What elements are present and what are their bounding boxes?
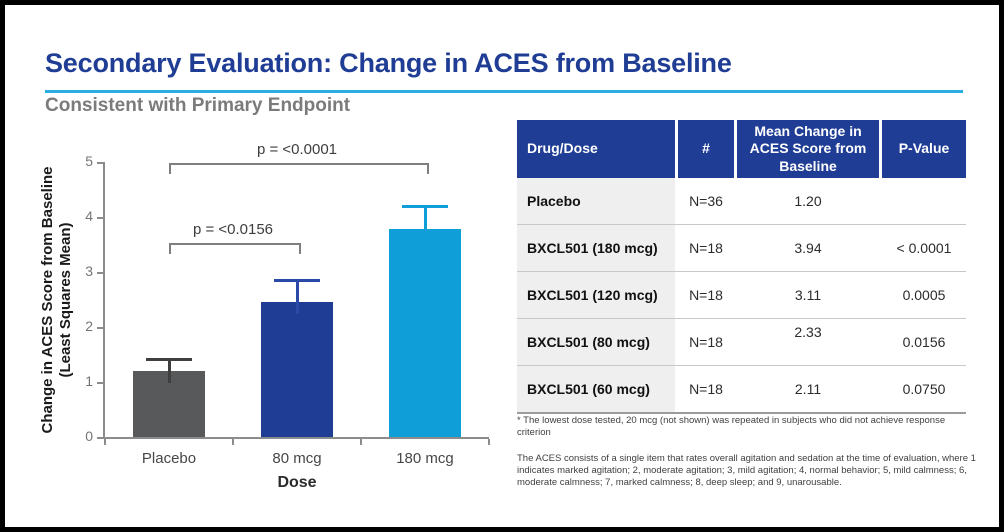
error-bar-line-placebo xyxy=(167,358,171,383)
error-bar-line-80-mcg xyxy=(295,279,299,315)
cell-drug-dose: BXCL501 (60 mcg) xyxy=(517,366,675,412)
error-bar-cap-180-mcg xyxy=(402,204,448,208)
page-title: Secondary Evaluation: Change in ACES fro… xyxy=(45,48,732,78)
y-tick-label: 1 xyxy=(85,373,93,389)
cell-p-value: 0.0750 xyxy=(902,381,946,397)
y-axis-tick xyxy=(97,437,105,439)
table-header-cell-2: Mean Change in ACES Score from Baseline xyxy=(737,120,879,178)
y-tick-label: 3 xyxy=(85,263,93,279)
y-tick-label: 0 xyxy=(85,428,93,444)
cell-drug-dose: BXCL501 (120 mcg) xyxy=(517,272,675,318)
cell-mean-change: 1.20 xyxy=(737,178,879,224)
error-bar-cap-80-mcg xyxy=(274,279,320,283)
bar-80-mcg xyxy=(261,302,333,437)
error-bar-line-180-mcg xyxy=(423,204,427,242)
cell-p-value: 0.0156 xyxy=(902,334,946,350)
table-row: Placebo N=36 1.20 xyxy=(517,178,966,224)
table-body: Placebo N=36 1.20 BXCL501 (180 mcg) N=18 3.94… xyxy=(517,178,966,414)
x-axis-tick xyxy=(104,439,106,445)
footnote-aces-definition: The ACES consists of a single item that … xyxy=(517,453,976,488)
cell-n: N=18 xyxy=(689,240,723,256)
cell-mean-change: 2.33 xyxy=(737,319,879,365)
mean-change-value: 3.94 xyxy=(794,240,822,256)
table-header-cell-3: P-Value xyxy=(882,120,966,178)
y-axis-tick xyxy=(97,382,105,384)
y-axis-tick xyxy=(97,272,105,274)
footnote-lowest-dose: * The lowest dose tested, 20 mcg (not sh… xyxy=(517,415,946,438)
x-axis-line xyxy=(103,437,489,439)
cell-p-value: 0.0005 xyxy=(902,287,946,303)
cell-drug-dose: BXCL501 (80 mcg) xyxy=(517,319,675,365)
cell-p-value: < 0.0001 xyxy=(896,240,952,256)
results-table: Drug/Dose # Mean Change in ACES Score from… xyxy=(517,120,966,414)
y-axis-line xyxy=(103,162,105,439)
table-row: BXCL501 (180 mcg) N=18 3.94 < 0.0001 xyxy=(517,224,966,271)
mean-change-value: 2.11 xyxy=(794,381,822,397)
table-row: BXCL501 (120 mcg) N=18 3.11 0.0005 xyxy=(517,271,966,318)
cell-mean-change: 3.11 xyxy=(737,272,879,318)
error-bar-cap-placebo xyxy=(146,358,192,362)
x-category-label-80-mcg: 80 mcg xyxy=(272,450,322,467)
x-axis-title: Dose xyxy=(277,474,317,491)
cell-mean-change: 2.11 xyxy=(737,366,879,412)
cell-n: N=18 xyxy=(689,381,723,397)
mean-change-value: 2.33 xyxy=(794,324,822,340)
y-axis-title-line1: Change in ACES Score from Baseline xyxy=(39,166,56,434)
table-header-row: Drug/Dose # Mean Change in ACES Score from… xyxy=(517,120,966,178)
y-tick-label: 2 xyxy=(85,318,93,334)
cell-mean-change: 3.94 xyxy=(737,225,879,271)
y-tick-label: 5 xyxy=(85,153,93,169)
title-underline xyxy=(45,90,963,93)
cell-p-value xyxy=(882,178,966,224)
y-axis-title-line2: (Least Squares Mean) xyxy=(57,222,74,378)
y-axis-tick xyxy=(97,217,105,219)
y-tick-label: 4 xyxy=(85,208,93,224)
table-header-cell-0: Drug/Dose xyxy=(517,120,675,178)
x-axis-tick xyxy=(232,439,234,445)
table-row: BXCL501 (80 mcg) N=18 2.33 0.0156 xyxy=(517,318,966,365)
significance-bracket-2 xyxy=(169,242,301,254)
x-axis-tick xyxy=(488,439,490,445)
x-category-label-placebo: Placebo xyxy=(141,450,197,467)
table-row: BXCL501 (60 mcg) N=18 2.11 0.0750 xyxy=(517,365,966,412)
y-axis-tick xyxy=(97,327,105,329)
p-value-label-2: p = <0.0156 xyxy=(192,220,274,238)
bar-180-mcg xyxy=(389,229,461,437)
cell-n: N=36 xyxy=(689,193,723,209)
significance-bracket-1 xyxy=(169,163,429,175)
x-axis-tick xyxy=(360,439,362,445)
mean-change-value: 3.11 xyxy=(794,287,822,303)
cell-drug-dose: BXCL501 (180 mcg) xyxy=(517,225,675,271)
cell-drug-dose: Placebo xyxy=(517,178,675,224)
y-axis-tick xyxy=(97,162,105,164)
x-category-label-180-mcg: 180 mcg xyxy=(396,450,454,467)
y-axis-title: Change in ACES Score from Baseline (Leas… xyxy=(37,150,77,450)
p-value-label-1: p = <0.0001 xyxy=(256,141,338,159)
cell-n: N=18 xyxy=(689,334,723,350)
mean-change-value: 1.20 xyxy=(794,193,822,209)
table-header-cell-1: # xyxy=(678,120,734,178)
page-subtitle: Consistent with Primary Endpoint xyxy=(45,95,351,116)
cell-n: N=18 xyxy=(689,287,723,303)
